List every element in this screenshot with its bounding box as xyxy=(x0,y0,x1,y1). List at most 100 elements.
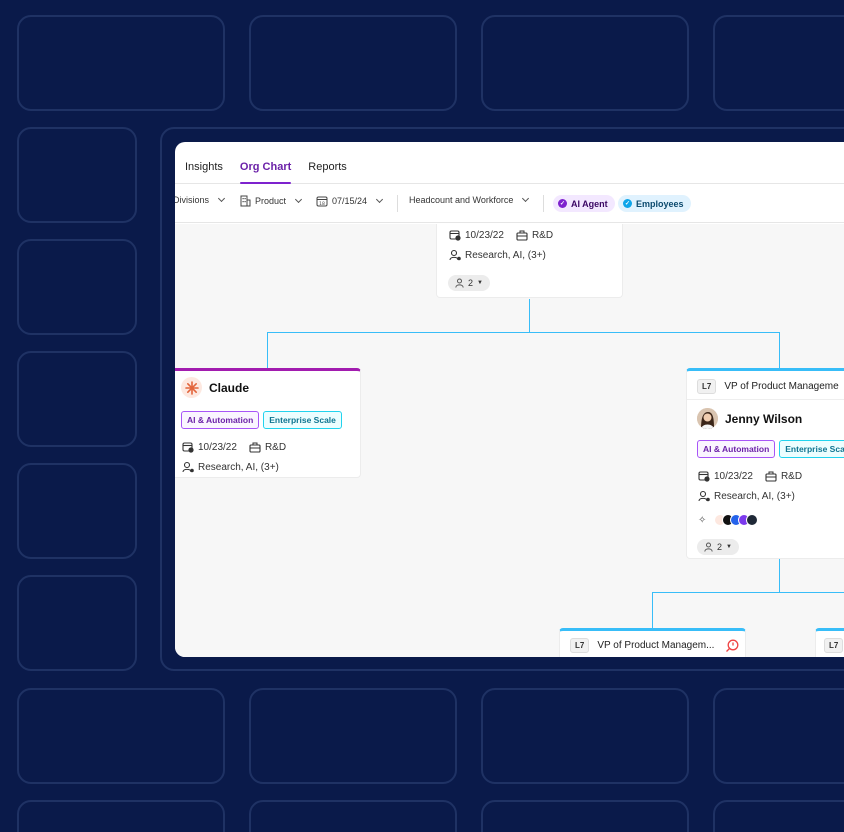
tab-insights[interactable]: Insights xyxy=(185,161,223,173)
chevron-down-icon xyxy=(217,194,226,203)
connector-line xyxy=(652,592,844,593)
connector-line xyxy=(267,332,268,368)
reports-count: 2 xyxy=(468,278,474,288)
bg-tile xyxy=(17,15,225,111)
agent-avatar xyxy=(746,514,759,526)
ai-agent-chip[interactable]: ✓ AI Agent xyxy=(553,195,615,212)
card-meta-row: 10/23/22 R&D xyxy=(182,441,286,453)
filter-divider xyxy=(543,195,544,212)
card-skills-row: Research, AI, (3+) xyxy=(698,490,795,502)
connector-line xyxy=(267,332,780,333)
user-skills-icon xyxy=(698,490,710,502)
tag-row: AI & Automation Enterprise Sca xyxy=(697,440,844,458)
department: R&D xyxy=(531,229,554,241)
sparkle-burst-icon xyxy=(184,380,199,395)
person-icon xyxy=(455,278,464,288)
bg-tile xyxy=(17,351,137,447)
calendar-add-icon xyxy=(698,471,710,482)
card-meta-row: 10/23/22 R&D xyxy=(449,229,553,241)
card-title-row: L7 VP of Product Manageme xyxy=(697,379,839,394)
org-card-claude[interactable]: Claude AI & Automation Enterprise Scale … xyxy=(175,368,361,478)
check-icon: ✓ xyxy=(623,199,632,208)
ai-agents-row: ✧ xyxy=(698,514,759,526)
tag-enterprise-scale: Enterprise Scale xyxy=(263,411,342,429)
product-filter[interactable]: Product xyxy=(240,195,303,207)
connector-line xyxy=(779,559,780,593)
reports-count-badge[interactable]: 2 ▼ xyxy=(697,539,739,555)
tab-org-chart[interactable]: Org Chart xyxy=(239,161,292,184)
bg-tile xyxy=(17,127,137,223)
department: R&D xyxy=(780,470,803,482)
divisions-filter-label: Divisions xyxy=(175,195,210,205)
employees-chip-label: Employees xyxy=(636,198,684,209)
briefcase-icon xyxy=(249,442,261,453)
person-icon xyxy=(704,542,713,552)
job-title: VP of Product Managem... xyxy=(597,640,715,651)
headcount-filter[interactable]: Headcount and Workforce xyxy=(409,194,530,205)
bg-tile xyxy=(713,15,844,111)
card-title-row: L7 xyxy=(824,638,844,653)
calendar-add-icon xyxy=(449,230,461,241)
date-filter[interactable]: 18 07/15/24 xyxy=(316,195,384,207)
check-icon: ✓ xyxy=(558,199,567,208)
card-skills-row: Research, AI, (3+) xyxy=(182,461,279,473)
caret-down-icon: ▼ xyxy=(726,544,732,550)
org-card-top[interactable]: 10/23/22 R&D Research, AI, (3+) 2 ▼ xyxy=(436,224,623,298)
bg-tile xyxy=(481,15,689,111)
headcount-filter-label: Headcount and Workforce xyxy=(409,195,514,205)
avatar xyxy=(697,408,718,429)
bg-tile xyxy=(249,15,457,111)
tab-reports[interactable]: Reports xyxy=(308,161,347,173)
product-filter-label: Product xyxy=(255,196,287,206)
skills: Research, AI, (3+) xyxy=(465,249,546,261)
building-icon xyxy=(240,195,251,207)
person-name: Jenny Wilson xyxy=(725,412,803,426)
sparkles-icon: ✧ xyxy=(698,514,707,526)
alert-clock-icon xyxy=(726,639,739,652)
org-card-jenny-wilson[interactable]: L7 VP of Product Manageme Jenny Wilson A… xyxy=(686,368,844,559)
reports-count: 2 xyxy=(717,542,723,552)
chevron-down-icon xyxy=(522,194,530,203)
tag-row: AI & Automation Enterprise Scale xyxy=(181,411,346,429)
connector-line xyxy=(529,299,530,333)
department: R&D xyxy=(264,441,287,453)
start-date: 10/23/22 xyxy=(714,470,753,482)
divisions-filter[interactable]: Divisions xyxy=(175,194,226,205)
briefcase-icon xyxy=(516,230,528,241)
org-card-bottom-right[interactable]: L7 xyxy=(815,628,844,657)
tag-enterprise-scale: Enterprise Sca xyxy=(779,440,844,458)
tag-ai-automation: AI & Automation xyxy=(697,440,776,458)
card-meta-row: 10/23/22 R&D xyxy=(698,470,802,482)
employees-chip[interactable]: ✓ Employees xyxy=(618,195,691,212)
job-title: VP of Product Manageme xyxy=(724,381,839,392)
card-skills-row: Research, AI, (3+) xyxy=(449,249,546,261)
bg-tile xyxy=(17,239,137,335)
user-skills-icon xyxy=(182,461,194,473)
start-date: 10/23/22 xyxy=(198,441,237,453)
bg-tile xyxy=(249,688,457,784)
tag-ai-automation: AI & Automation xyxy=(181,411,260,429)
filter-divider xyxy=(397,195,398,212)
bg-tile xyxy=(17,463,137,559)
caret-down-icon: ▼ xyxy=(477,280,483,286)
org-card-bottom-left[interactable]: L7 VP of Product Managem... xyxy=(559,628,746,657)
app-window: Insights Org Chart Reports Divisions Pro… xyxy=(175,142,844,657)
chevron-down-icon xyxy=(294,195,303,204)
level-badge: L7 xyxy=(824,638,844,653)
date-filter-label: 07/15/24 xyxy=(332,196,368,206)
bg-tile xyxy=(481,688,689,784)
claude-avatar xyxy=(181,377,202,398)
reports-count-badge[interactable]: 2 ▼ xyxy=(448,275,490,291)
connector-line xyxy=(779,332,780,368)
start-date: 10/23/22 xyxy=(465,229,504,241)
level-badge: L7 xyxy=(570,638,590,653)
bg-tile xyxy=(17,575,137,671)
briefcase-icon xyxy=(765,471,777,482)
person-name: Claude xyxy=(209,381,250,395)
calendar-icon: 18 xyxy=(316,196,328,207)
panel-outline xyxy=(160,127,844,671)
user-skills-icon xyxy=(449,249,461,261)
bg-tile xyxy=(17,688,225,784)
org-chart-canvas[interactable]: 10/23/22 R&D Research, AI, (3+) 2 ▼ Clau… xyxy=(175,224,844,657)
skills: Research, AI, (3+) xyxy=(198,461,279,473)
